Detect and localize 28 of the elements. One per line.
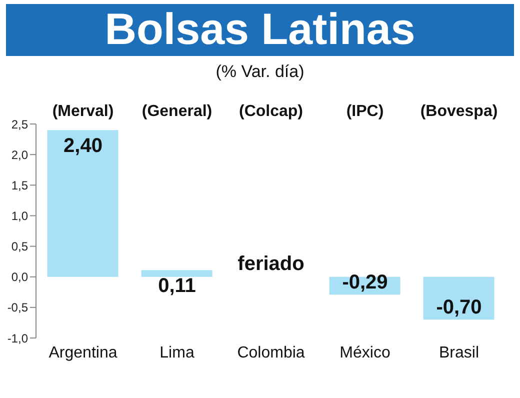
y-tick-label: 2,0	[11, 148, 28, 162]
bar	[141, 270, 212, 277]
data-label: 2,40	[64, 135, 102, 158]
text: (General)	[142, 103, 212, 120]
text: feriado	[238, 252, 304, 275]
data-label: -0,29	[342, 272, 388, 294]
text: (Colcap)	[239, 103, 303, 120]
y-tick-label: -1,0	[7, 331, 28, 346]
y-tick-label: 1,0	[11, 208, 28, 223]
x-tick-label: Lima	[160, 344, 194, 362]
bar	[423, 276, 494, 320]
data-label: -0,70	[436, 296, 482, 319]
data-label: 0,11	[158, 275, 196, 298]
x-tick-label: Argentina	[48, 344, 118, 362]
y-tick-label: 1,5	[11, 178, 28, 192]
text: (IPC)	[346, 103, 384, 120]
y-tick-label: 0,5	[11, 240, 28, 254]
y-tick-label: -0,5	[7, 300, 28, 315]
x-tick-label: México	[340, 344, 390, 362]
chart-title: Bolsas Latinas	[6, 4, 514, 56]
x-tick-label: Brasil	[438, 344, 480, 362]
chart-subtitle: (% Var. día)	[214, 62, 306, 82]
y-tick-label: 2,5	[11, 117, 28, 132]
text: (Merval)	[52, 103, 114, 120]
x-tick-label: Colombia	[237, 344, 305, 362]
text: (Bovespa)	[420, 103, 498, 120]
y-tick-label: 0,0	[11, 270, 28, 284]
bar	[47, 130, 118, 277]
